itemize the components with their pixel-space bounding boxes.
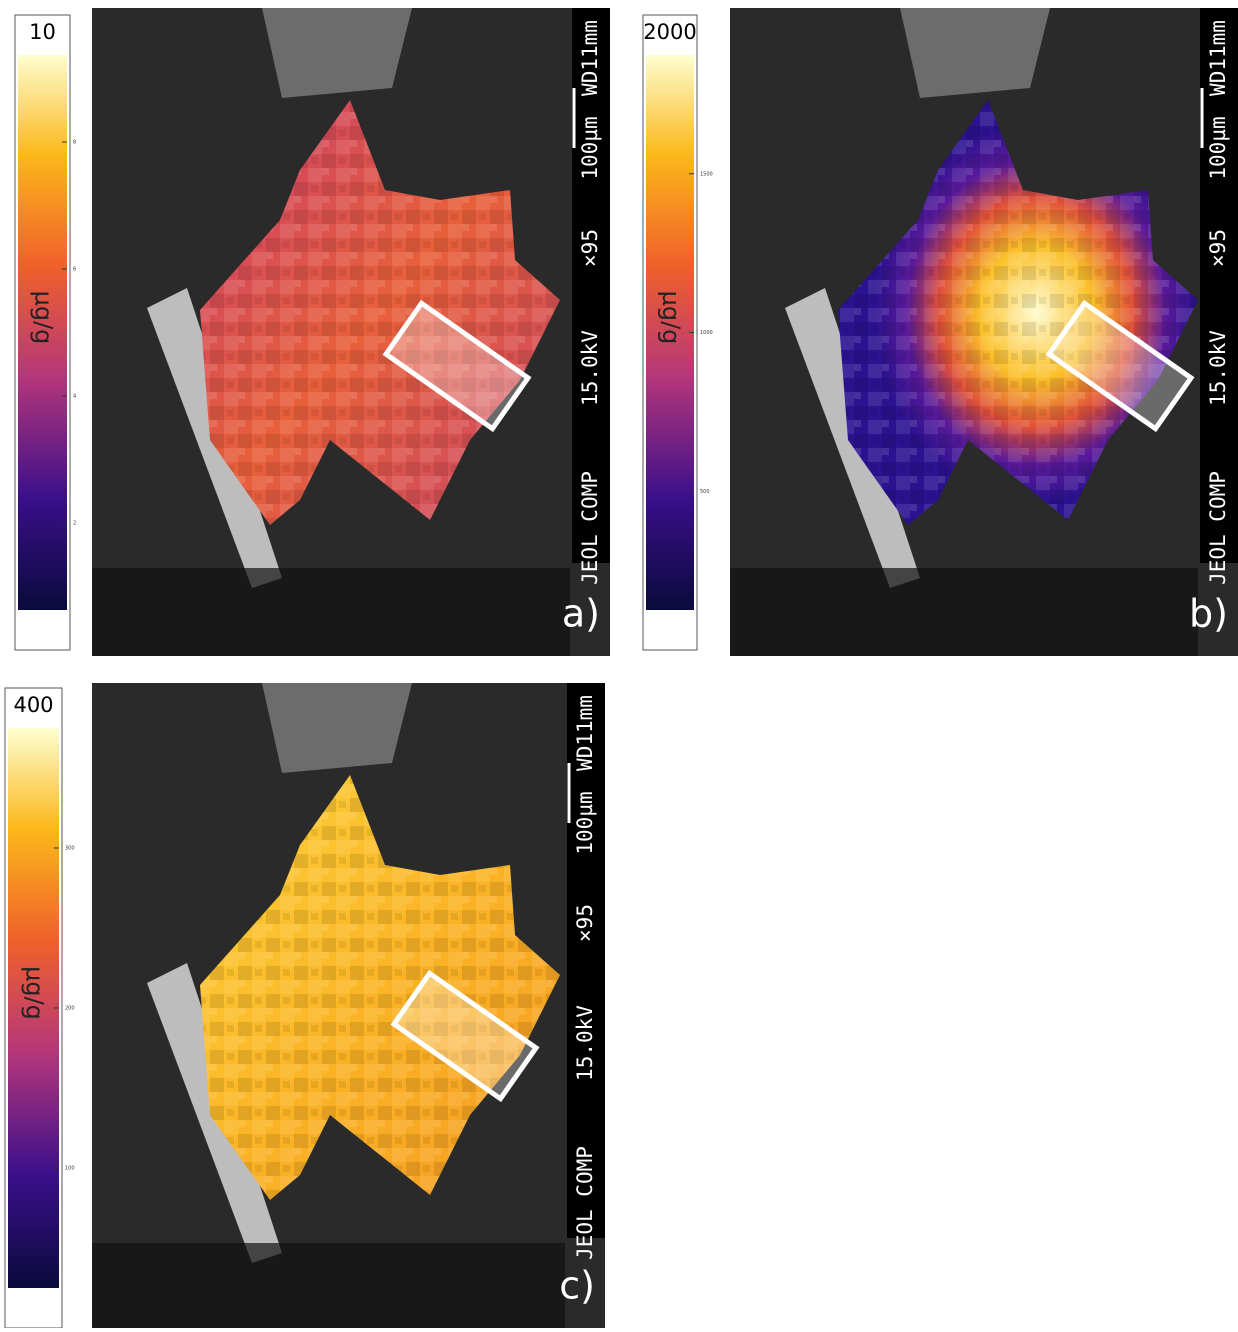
colorbar-tick-label: 500	[700, 489, 710, 495]
colorbar-min: 0	[663, 619, 676, 643]
figure: 1002468µg/gJEOL COMP15.0kV×95100µmWD11mm…	[0, 0, 1238, 1328]
panel-label: a)	[562, 592, 600, 636]
sem-grain	[262, 683, 412, 773]
sem-working-distance: WD11mm	[1206, 20, 1230, 96]
sem-detector: JEOL COMP	[573, 1146, 597, 1260]
sem-magnification: ×95	[573, 904, 597, 942]
colorbar-tick-label: 6	[73, 267, 76, 273]
colorbar-tick-label: 300	[65, 846, 75, 852]
panel: 400 0 100 200 300 µg/g JEOL COMP 15.0kV ×95 100µm…	[5, 683, 605, 1328]
panel: 10 0 2 4 6 8 µg/g JEOL COMP 15.0kV ×95 100µm WD11mm…	[15, 8, 610, 656]
sem-working-distance: WD11mm	[573, 695, 597, 771]
colorbar-unit: µg/g	[21, 966, 49, 1020]
colorbar-min: 0	[27, 1297, 40, 1321]
colorbar-tick-label: 200	[65, 1006, 75, 1012]
colorbar-tick-label: 8	[73, 140, 76, 146]
sem-scale-bar: 100µm	[578, 116, 602, 179]
colorbar-tick-label: 1500	[700, 171, 713, 177]
sem-detector: JEOL COMP	[578, 471, 602, 585]
panel-label: b)	[1189, 592, 1228, 636]
colorbar-unit: µg/g	[657, 291, 685, 345]
sem-voltage: 15.0kV	[573, 1005, 597, 1081]
sem-magnification: ×95	[1206, 229, 1230, 267]
colorbar-max: 2000	[643, 20, 696, 44]
colorbar-min: 0	[36, 619, 49, 643]
colorbar-max: 10	[29, 20, 56, 44]
colorbar-tick-label: 1000	[700, 330, 713, 336]
colorbar-max: 400	[13, 693, 53, 717]
sem-scale-bar: 100µm	[1206, 116, 1230, 179]
sem-scale-bar: 100µm	[573, 791, 597, 854]
colorbar-tick-label: 4	[73, 394, 76, 400]
colorbar-unit: µg/g	[30, 291, 58, 345]
sem-working-distance: WD11mm	[578, 20, 602, 96]
sem-grain	[262, 8, 412, 98]
sem-voltage: 15.0kV	[1206, 330, 1230, 406]
sem-detector: JEOL COMP	[1206, 471, 1230, 585]
panel-label: c)	[559, 1264, 595, 1308]
sem-magnification: ×95	[578, 229, 602, 267]
sem-dark-region	[730, 568, 1198, 656]
panel: 2000 0 500 1000 1500 µg/g JEOL COMP 15.0kV ×95 10…	[643, 8, 1238, 656]
colorbar-tick-label: 100	[65, 1166, 75, 1172]
sem-voltage: 15.0kV	[578, 330, 602, 406]
sem-grain	[900, 8, 1050, 98]
sem-dark-region	[92, 1243, 565, 1328]
colorbar-tick-label: 2	[73, 521, 76, 527]
sem-dark-region	[92, 568, 570, 656]
